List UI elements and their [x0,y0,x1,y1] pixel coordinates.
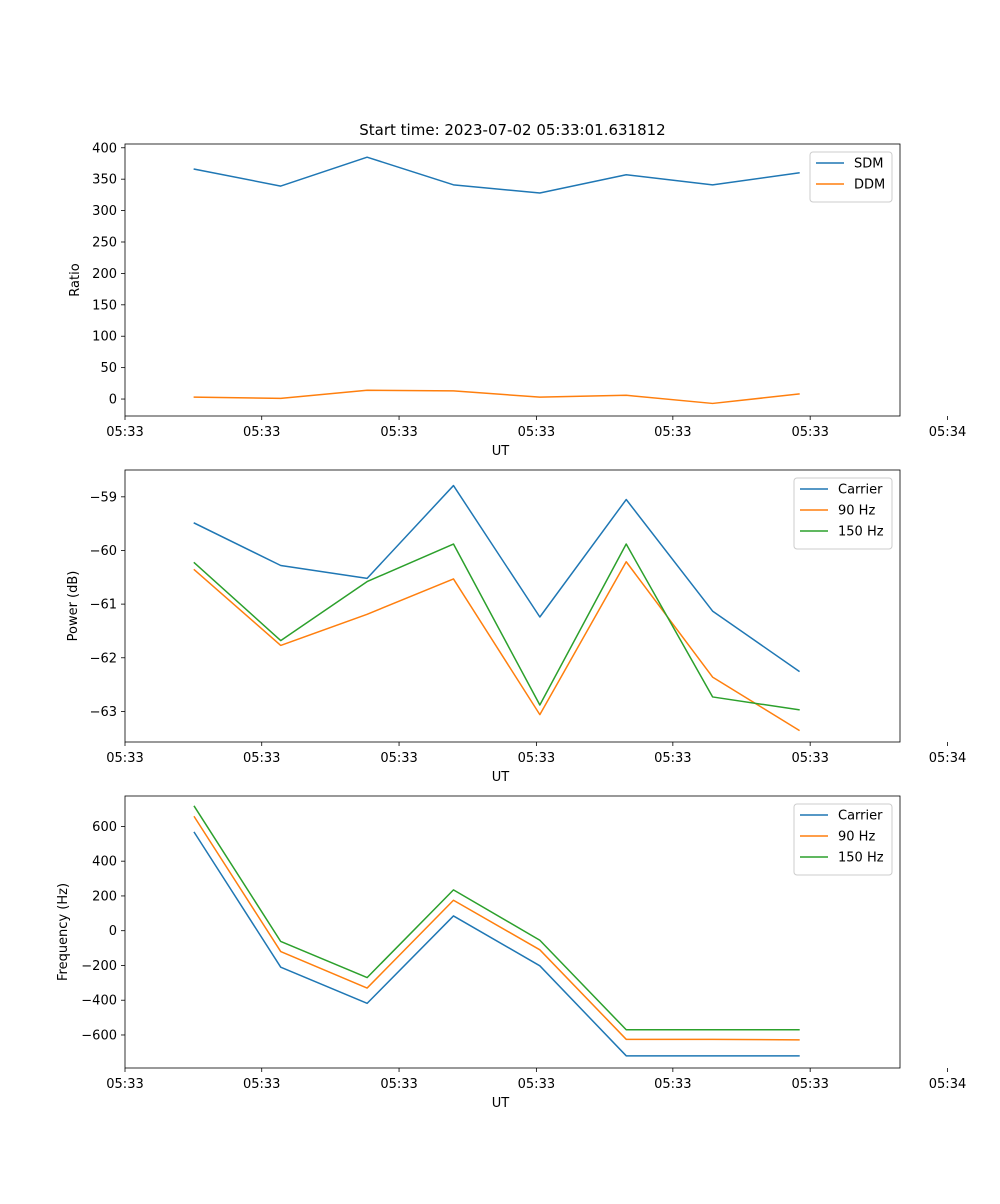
chart-panel-3: 05:33 05:33 05:33 05:33 05:33 05:33 05:34 −600 −… [56,795,966,1111]
x-tick-label: 05:33 [654,1077,691,1092]
x-tick-label: 05:33 [243,751,280,766]
y-tick-label: 200 [92,267,117,282]
series-line-sdm [193,156,800,194]
y-tick-label: 600 [92,820,117,835]
y-tick-label: −200 [81,959,117,974]
x-tick-label: 05:33 [791,1077,828,1092]
plot-frame [124,795,901,1069]
legend-label: 90 Hz [838,504,875,519]
x-tick-label: 05:33 [791,751,828,766]
y-tick-label: −61 [90,598,117,613]
x-tick-label: 05:33 [654,751,691,766]
x-tick-label: 05:33 [518,751,555,766]
x-tick-label: 05:34 [929,425,966,440]
chart-panel-1: Start time: 2023-07-02 05:33:01.63181205… [68,121,966,459]
legend-label: Carrier [838,809,883,824]
series-line-ddm [193,389,800,405]
chart-panel-2: 05:33 05:33 05:33 05:33 05:33 05:33 05:34 −63 −6… [66,469,966,785]
x-tick-label: 05:34 [929,751,966,766]
y-tick-label: 50 [100,361,117,376]
y-tick-label: 400 [92,855,117,870]
x-tick-label: 05:33 [106,425,143,440]
series-line-90-hz [193,560,800,732]
legend-box [809,151,893,203]
x-axis-label: UT [492,1096,510,1111]
series-line-carrier [193,484,800,673]
x-tick-label: 05:33 [518,425,555,440]
legend-label: 150 Hz [838,525,884,540]
series-line-150-hz [193,805,800,1031]
series-line-90-hz [193,815,800,1041]
y-tick-label: 300 [92,204,117,219]
y-tick-label: −62 [90,651,117,666]
y-axis-label: Ratio [68,263,83,296]
y-tick-label: 250 [92,235,117,250]
x-tick-label: 05:33 [380,1077,417,1092]
legend: SDM DDM [809,151,893,203]
x-tick-label: 05:33 [518,1077,555,1092]
series-line-150-hz [193,543,800,711]
y-tick-label: 150 [92,298,117,313]
y-tick-label: 350 [92,173,117,188]
series-line-carrier [193,831,800,1057]
x-axis-label: UT [492,444,510,459]
y-tick-label: 400 [92,141,117,156]
legend-label: DDM [854,178,885,193]
x-tick-label: 05:33 [380,751,417,766]
x-tick-label: 05:33 [654,425,691,440]
plot-frame [124,469,901,743]
y-axis-label: Power (dB) [66,571,81,642]
y-tick-label: 200 [92,889,117,904]
y-tick-label: −600 [81,1028,117,1043]
y-tick-label: 0 [109,393,117,408]
y-tick-label: −63 [90,705,117,720]
legend-label: SDM [854,157,883,172]
legend-label: 150 Hz [838,851,884,866]
x-tick-label: 05:33 [106,1077,143,1092]
y-tick-label: −59 [90,490,117,505]
chart-title: Start time: 2023-07-02 05:33:01.631812 [359,121,665,139]
legend-label: 90 Hz [838,830,875,845]
y-tick-label: −60 [90,544,117,559]
x-tick-label: 05:33 [243,1077,280,1092]
legend: Carrier 90 Hz 150 Hz [793,803,893,876]
x-tick-label: 05:33 [380,425,417,440]
x-axis-label: UT [492,770,510,785]
plot-frame [124,143,901,417]
y-tick-label: 100 [92,330,117,345]
x-tick-label: 05:34 [929,1077,966,1092]
y-axis-label: Frequency (Hz) [56,883,71,981]
legend-label: Carrier [838,483,883,498]
legend: Carrier 90 Hz 150 Hz [793,477,893,550]
x-tick-label: 05:33 [243,425,280,440]
x-tick-label: 05:33 [106,751,143,766]
y-tick-label: −400 [81,994,117,1009]
y-tick-label: 0 [109,924,117,939]
x-tick-label: 05:33 [791,425,828,440]
